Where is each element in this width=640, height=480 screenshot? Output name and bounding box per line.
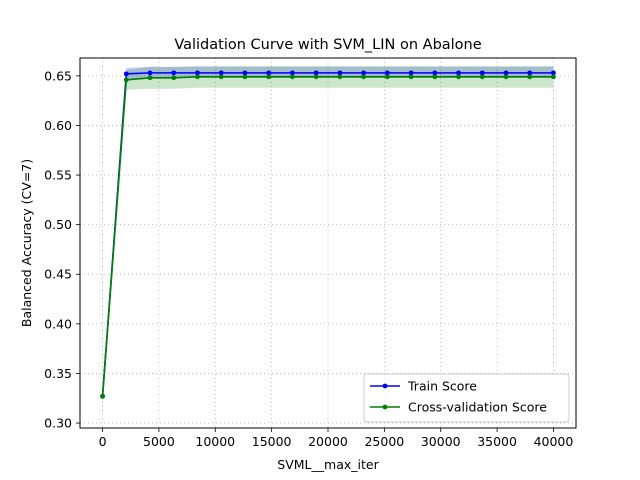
series-point-1 [479,74,485,80]
series-band-1 [102,65,554,409]
x-tick-label: 15000 [252,434,292,449]
series-point-0 [408,70,414,76]
series-point-1 [266,74,272,80]
series-point-0 [503,70,509,76]
series-line-1 [101,76,554,397]
y-tick-label: 0.65 [44,68,72,83]
series-point-0 [361,70,366,76]
x-axis-label: SVML__max_iter [277,457,379,472]
series-point-0 [551,70,556,76]
series-point-0 [432,70,438,76]
legend-label-train: Train Score [407,379,477,394]
series-point-1 [527,74,533,80]
series-point-0 [218,70,224,76]
series-point-0 [384,70,390,76]
series-point-0 [266,70,272,76]
series-point-0 [290,70,295,76]
series-point-1 [408,74,414,80]
x-tick-label: 0 [99,434,107,449]
series-point-1 [384,74,390,80]
series-point-0 [479,70,485,76]
series-point-1 [147,75,153,81]
legend-marker-train [382,383,388,389]
legend-label-cv: Cross-validation Score [408,400,547,415]
series-point-0 [456,70,461,76]
series-point-1 [361,74,366,80]
series-point-0 [313,70,319,76]
series-point-0 [527,70,533,76]
axis-ticks: 0 5000 10000 15000 20000 25000 30000 35000 40000… [44,68,573,449]
x-tick-label: 5000 [143,434,175,449]
series-point-1 [290,74,295,80]
x-tick-label: 40000 [534,434,574,449]
legend: Train Score Cross-validation Score [363,373,570,423]
series-point-1 [242,74,248,80]
series-point-1 [337,74,343,80]
legend-marker-cv [382,404,388,410]
series-point-0 [195,70,200,76]
series-point-1 [503,74,509,80]
y-tick-label: 0.30 [44,416,72,431]
series-band-0 [102,66,554,398]
y-tick-label: 0.45 [44,267,72,282]
series-point-0 [171,70,177,76]
x-tick-label: 25000 [364,434,404,449]
series-points [100,70,556,399]
x-tick-label: 20000 [308,434,348,449]
x-tick-label: 35000 [477,434,517,449]
series-point-0 [337,70,343,76]
series-point-1 [171,75,177,81]
series-point-0 [147,70,153,76]
chart-title: Validation Curve with SVM_LIN on Abalone [174,37,481,53]
y-axis-label: Balanced Accuracy (CV=7) [19,159,34,327]
x-tick-label: 10000 [195,434,235,449]
series-point-1 [313,74,319,80]
grid-lines [80,58,576,428]
series-point-0 [242,70,248,76]
score-bands [102,65,554,409]
series-point-0 [123,71,129,77]
y-tick-label: 0.35 [44,366,72,381]
series-point-1 [551,74,556,80]
y-tick-label: 0.50 [44,217,72,232]
series-point-1 [100,393,105,399]
x-tick-label: 30000 [421,434,461,449]
series-line-0 [101,72,554,397]
legend-frame [363,373,570,423]
y-tick-label: 0.60 [44,118,72,133]
y-tick-label: 0.40 [44,316,72,331]
series-point-1 [432,74,438,80]
series-point-1 [195,74,200,80]
y-tick-label: 0.55 [44,168,72,183]
series-point-1 [123,77,129,83]
series-lines [101,72,554,397]
series-point-1 [456,74,461,80]
series-point-1 [218,74,224,80]
